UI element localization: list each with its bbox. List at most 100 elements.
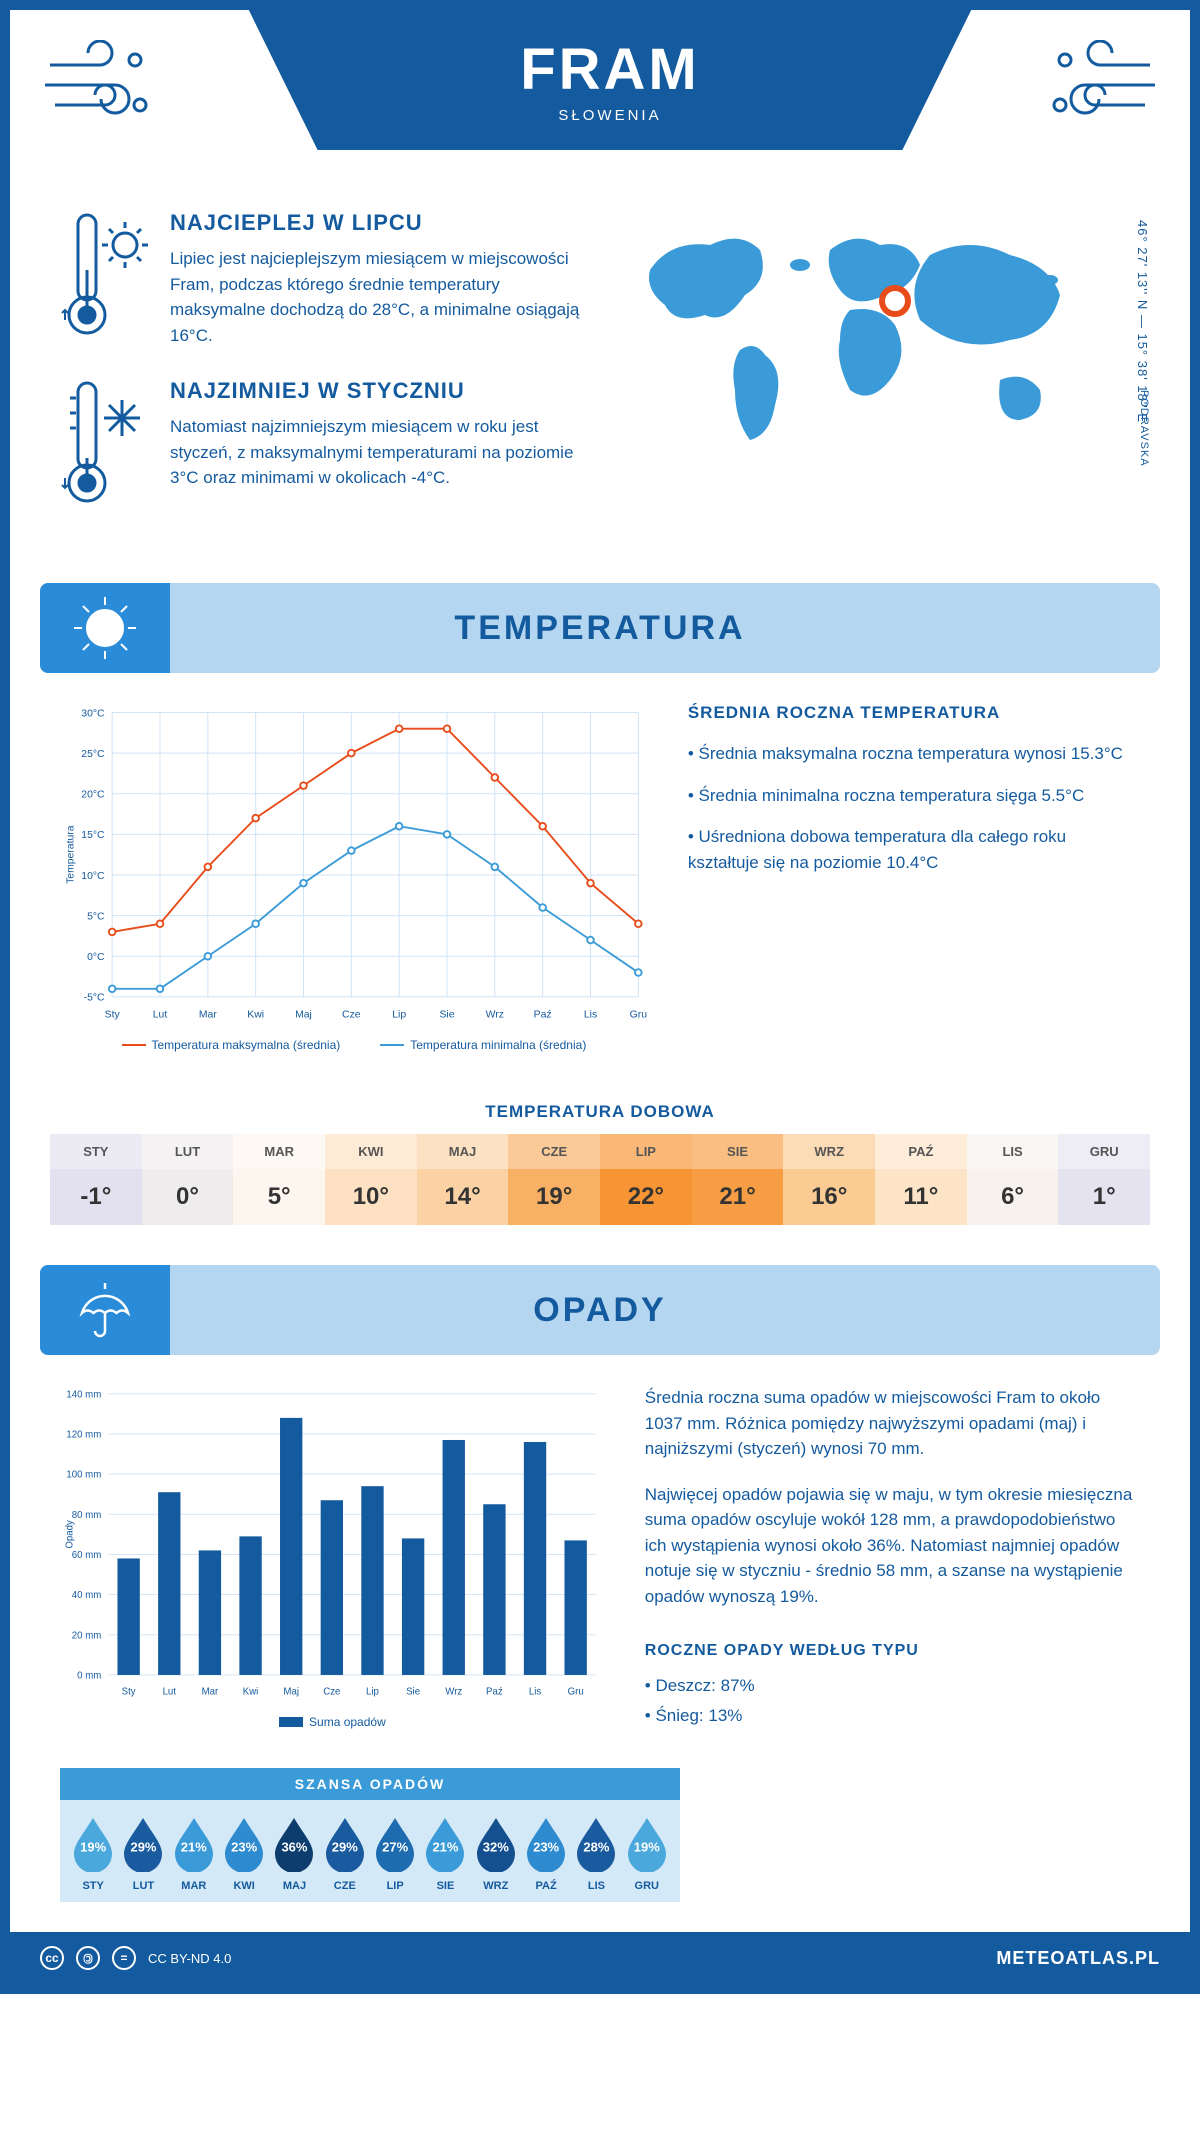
svg-text:80 mm: 80 mm	[72, 1510, 102, 1521]
svg-text:0 mm: 0 mm	[77, 1671, 101, 1682]
temp-info-b1: • Średnia maksymalna roczna temperatura …	[688, 741, 1140, 767]
legend-min: Temperatura minimalna (średnia)	[410, 1038, 586, 1052]
svg-text:Lis: Lis	[529, 1687, 542, 1698]
svg-text:40 mm: 40 mm	[72, 1590, 102, 1601]
country-name: SŁOWENIA	[558, 107, 661, 124]
umbrella-icon	[40, 1265, 170, 1355]
city-name: FRAM	[520, 36, 700, 103]
svg-text:Paź: Paź	[534, 1010, 552, 1021]
temperature-info: ŚREDNIA ROCZNA TEMPERATURA • Średnia mak…	[688, 703, 1140, 1052]
svg-text:Gru: Gru	[568, 1687, 584, 1698]
svg-text:0°C: 0°C	[87, 952, 105, 963]
drop-cell: 19% GRU	[622, 1816, 672, 1892]
map-block: 46° 27' 13'' N — 15° 38' 18'' E PODRAVSK…	[620, 210, 1140, 543]
svg-text:Lut: Lut	[153, 1010, 168, 1021]
daily-temperature-table: STY -1° LUT 0° MAR 5° KWI 10° MAJ 14° CZ…	[50, 1134, 1150, 1225]
drop-cell: 36% MAJ	[269, 1816, 319, 1892]
daily-cell: LIS 6°	[967, 1134, 1059, 1225]
brand: METEOATLAS.PL	[996, 1948, 1160, 1969]
drop-cell: 29% LUT	[118, 1816, 168, 1892]
svg-text:120 mm: 120 mm	[66, 1430, 101, 1441]
footer: cc 🄯 = CC BY-ND 4.0 METEOATLAS.PL	[10, 1932, 1190, 1984]
by-icon: 🄯	[76, 1946, 100, 1970]
svg-text:Maj: Maj	[283, 1687, 299, 1698]
daily-title: TEMPERATURA DOBOWA	[10, 1102, 1190, 1122]
sun-icon	[40, 583, 170, 673]
cold-text: Natomiast najzimniejszym miesiącem w rok…	[170, 414, 590, 491]
daily-cell: GRU 1°	[1058, 1134, 1150, 1225]
intro-text: NAJCIEPLEJ W LIPCU Lipiec jest najcieple…	[60, 210, 590, 543]
drop-cell: 28% LIS	[571, 1816, 621, 1892]
precip-p1: Średnia roczna suma opadów w miejscowośc…	[645, 1385, 1140, 1462]
drop-icon: 28%	[573, 1816, 619, 1872]
svg-text:Kwi: Kwi	[243, 1687, 259, 1698]
svg-text:15°C: 15°C	[81, 830, 105, 841]
svg-text:Wrz: Wrz	[486, 1010, 504, 1021]
precip-p2: Najwięcej opadów pojawia się w maju, w t…	[645, 1482, 1140, 1610]
svg-text:Mar: Mar	[202, 1687, 219, 1698]
chance-title: SZANSA OPADÓW	[60, 1768, 680, 1800]
precip-type-title: ROCZNE OPADY WEDŁUG TYPU	[645, 1639, 1140, 1663]
svg-text:Lis: Lis	[584, 1010, 597, 1021]
svg-text:Sie: Sie	[439, 1010, 454, 1021]
svg-text:20°C: 20°C	[81, 790, 105, 801]
svg-text:Opady: Opady	[64, 1520, 75, 1549]
svg-text:Temperatura: Temperatura	[65, 825, 76, 884]
svg-text:Paź: Paź	[486, 1687, 503, 1698]
drop-cell: 19% STY	[68, 1816, 118, 1892]
temp-info-b3: • Uśredniona dobowa temperatura dla całe…	[688, 824, 1140, 875]
svg-text:5°C: 5°C	[87, 911, 105, 922]
svg-text:Gru: Gru	[630, 1010, 648, 1021]
temperature-title: TEMPERATURA	[454, 609, 745, 648]
svg-text:Kwi: Kwi	[247, 1010, 264, 1021]
svg-text:-5°C: -5°C	[84, 993, 105, 1004]
warm-block: NAJCIEPLEJ W LIPCU Lipiec jest najcieple…	[60, 210, 590, 348]
precip-rain: • Deszcz: 87%	[645, 1673, 1140, 1699]
drop-icon: 27%	[372, 1816, 418, 1872]
svg-text:100 mm: 100 mm	[66, 1470, 101, 1481]
nd-icon: =	[112, 1946, 136, 1970]
drop-icon: 23%	[523, 1816, 569, 1872]
intro-section: NAJCIEPLEJ W LIPCU Lipiec jest najcieple…	[10, 200, 1190, 573]
page: FRAM SŁOWENIA	[0, 0, 1200, 1994]
svg-text:Wrz: Wrz	[445, 1687, 462, 1698]
daily-cell: MAR 5°	[233, 1134, 325, 1225]
wind-icon	[40, 40, 160, 130]
region-name: PODRAVSKA	[1138, 390, 1150, 467]
title-banner: FRAM SŁOWENIA	[180, 10, 1040, 150]
drop-icon: 19%	[624, 1816, 670, 1872]
drop-cell: 32% WRZ	[471, 1816, 521, 1892]
precipitation-body: 0 mm20 mm40 mm60 mm80 mm100 mm120 mm140 …	[10, 1385, 1190, 1768]
svg-text:Mar: Mar	[199, 1010, 217, 1021]
svg-text:10°C: 10°C	[81, 871, 105, 882]
daily-cell: WRZ 16°	[783, 1134, 875, 1225]
drop-cell: 23% PAŹ	[521, 1816, 571, 1892]
drop-icon: 29%	[120, 1816, 166, 1872]
drop-icon: 36%	[271, 1816, 317, 1872]
chance-box: SZANSA OPADÓW 19% STY 29% LUT 21% MAR 23…	[60, 1768, 680, 1902]
thermometer-cold-icon	[60, 378, 150, 513]
svg-text:Maj: Maj	[295, 1010, 312, 1021]
cold-title: NAJZIMNIEJ W STYCZNIU	[170, 378, 590, 404]
drop-icon: 21%	[171, 1816, 217, 1872]
daily-cell: PAŹ 11°	[875, 1134, 967, 1225]
thermometer-hot-icon	[60, 210, 150, 348]
svg-text:Cze: Cze	[323, 1687, 340, 1698]
daily-cell: STY -1°	[50, 1134, 142, 1225]
daily-cell: SIE 21°	[692, 1134, 784, 1225]
svg-text:Sty: Sty	[122, 1687, 136, 1698]
warm-text: Lipiec jest najcieplejszym miesiącem w m…	[170, 246, 590, 348]
temp-info-b2: • Średnia minimalna roczna temperatura s…	[688, 783, 1140, 809]
svg-text:Sie: Sie	[406, 1687, 420, 1698]
daily-cell: LUT 0°	[142, 1134, 234, 1225]
svg-text:Sty: Sty	[105, 1010, 121, 1021]
temp-legend: Temperatura maksymalna (średnia) Tempera…	[60, 1038, 648, 1052]
precipitation-title: OPADY	[533, 1291, 666, 1330]
drop-icon: 29%	[322, 1816, 368, 1872]
temperature-section-header: TEMPERATURA	[40, 583, 1160, 673]
drop-cell: 21% MAR	[169, 1816, 219, 1892]
daily-cell: LIP 22°	[600, 1134, 692, 1225]
warm-title: NAJCIEPLEJ W LIPCU	[170, 210, 590, 236]
temp-info-title: ŚREDNIA ROCZNA TEMPERATURA	[688, 703, 1140, 723]
temperature-body: -5°C0°C5°C10°C15°C20°C25°C30°CStyLutMarK…	[10, 703, 1190, 1082]
